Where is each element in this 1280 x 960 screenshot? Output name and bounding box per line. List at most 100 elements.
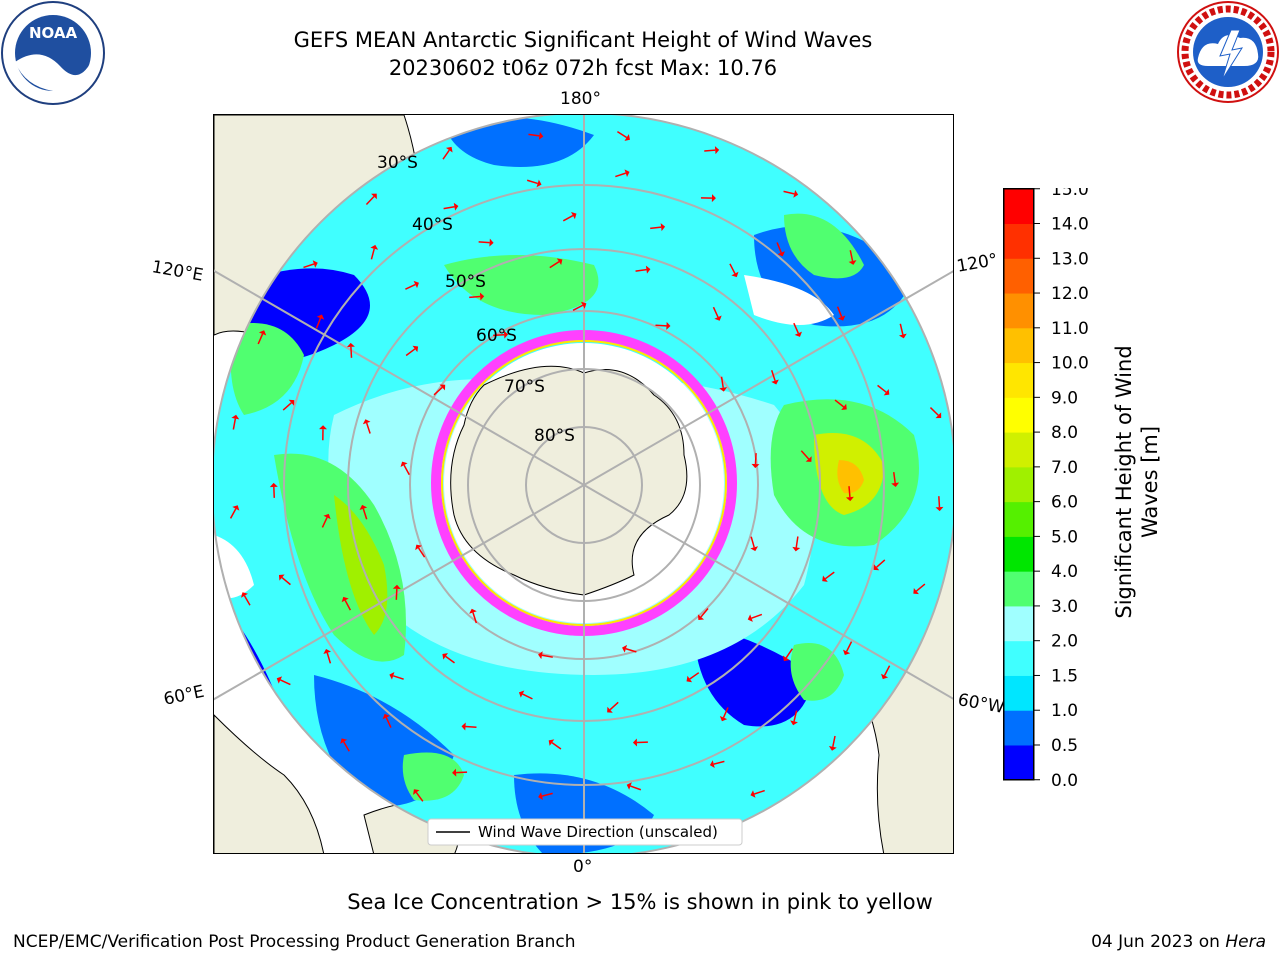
colorbar-swatch [1003, 640, 1034, 676]
wind-arrow [785, 648, 794, 659]
wind-arrow-head [624, 134, 631, 141]
lon-label-60e: 60°E [161, 681, 207, 710]
wind-arrow-head [750, 546, 759, 552]
wind-arrow-head [442, 653, 448, 660]
lon-label-60w: 60°W [956, 690, 1006, 719]
wind-arrow-head [412, 345, 419, 353]
map-panel[interactable]: 30°S 40°S 50°S 60°S 70°S 80°S Wind Wave … [213, 114, 954, 854]
wind-arrow [443, 205, 455, 210]
wind-arrow [403, 464, 410, 476]
wind-arrow [704, 149, 716, 152]
wind-arrow-head [469, 608, 477, 614]
wind-arrow-head [686, 675, 693, 683]
high-wave-region [334, 495, 388, 635]
colorbar-swatch [1003, 397, 1034, 433]
colorbar-ticks: 0.0 0.5 1.0 1.5 2.0 3.0 4.0 5.0 6.0 7.0 8.0 9.0 10.0… [1034, 188, 1089, 788]
colorbar-tick-label: 0.0 [1051, 771, 1078, 788]
date-footer: 04 Jun 2023 on Hera [1091, 932, 1266, 952]
lon-label-180: 180° [560, 89, 601, 109]
lon-label-120w: 120° [955, 250, 1000, 277]
colorbar-tick-label: 9.0 [1051, 388, 1078, 408]
wind-arrow [344, 600, 352, 611]
wind-arrow-head [232, 505, 240, 511]
footer-date: 04 Jun 2023 on [1091, 932, 1220, 952]
noaa-logo-text: NOAA [29, 24, 78, 42]
wind-arrow-head [415, 544, 422, 551]
wind-arrow-head [371, 193, 377, 200]
wind-arrow-head [719, 715, 728, 722]
lat-label-60s: 60°S [476, 326, 517, 346]
wind-arrow-head [714, 315, 722, 321]
wind-arrow-head [794, 331, 802, 337]
nws-logo [1177, 1, 1279, 103]
wind-arrow-head [777, 251, 785, 257]
wind-arrow-head [607, 706, 613, 713]
lon-label-120e: 120°E [150, 257, 205, 286]
wind-arrow-head [269, 482, 278, 488]
wind-arrow-head [828, 745, 837, 751]
wind-arrow [883, 665, 891, 676]
wind-arrow [877, 384, 887, 393]
wind-arrow [472, 612, 478, 624]
wind-arrow [845, 641, 853, 652]
credit-footer: NCEP/EMC/Verification Post Processing Pr… [13, 932, 576, 952]
wind-arrow-head [341, 596, 349, 603]
wind-arrow-head [873, 564, 880, 571]
wind-arrow-head [622, 644, 628, 653]
wind-arrow-head [580, 301, 587, 309]
wind-arrow [754, 453, 757, 465]
colorbar-tick-label: 3.0 [1051, 597, 1078, 617]
wind-arrow-head [400, 461, 408, 468]
wind-arrow-head [660, 223, 666, 232]
wind-arrow [350, 346, 353, 358]
wind-arrow [849, 250, 854, 262]
wind-arrow [465, 725, 477, 728]
wind-arrow [876, 559, 886, 568]
wind-arrow [541, 792, 553, 797]
colorbar-tick-label: 7.0 [1051, 458, 1078, 478]
wind-arrow-head [276, 676, 283, 684]
wind-arrow [315, 317, 322, 329]
colorbar-swatch [1003, 710, 1034, 746]
colorbar-title-line1: Significant Height of Wind [1112, 345, 1136, 618]
colorbar: 0.0 0.5 1.0 1.5 2.0 3.0 4.0 5.0 6.0 7.0 8.0 9.0 10.0… [1003, 188, 1089, 788]
wind-arrow [405, 283, 416, 290]
wind-arrow-head [697, 614, 705, 621]
wind-arrow-head [461, 722, 466, 731]
wind-arrow [793, 710, 798, 722]
wind-arrow-head [452, 768, 457, 777]
wind-arrow [832, 735, 836, 747]
wind-arrow [712, 306, 719, 318]
wind-arrow [899, 323, 904, 335]
lat-label-80s: 80°S [534, 426, 575, 446]
colorbar-tick-label: 10.0 [1051, 354, 1089, 374]
wind-arrow-head [359, 504, 368, 510]
lon-label-0: 0° [573, 857, 593, 877]
wind-arrow-head [898, 333, 907, 339]
wind-arrow [243, 595, 251, 606]
wind-arrow-head [935, 412, 942, 419]
polar-map[interactable]: 30°S 40°S 50°S 60°S 70°S 80°S Wind Wave … [214, 115, 954, 854]
wind-arrow-head [792, 546, 801, 552]
wind-arrow-head [370, 244, 379, 250]
wind-arrow-head [556, 258, 563, 266]
high-wave-region [230, 323, 304, 415]
wind-arrow-head [935, 506, 944, 512]
wind-arrow-head [645, 265, 651, 274]
wind-arrow-head [278, 574, 285, 581]
wind-arrow [615, 172, 627, 178]
wind-arrow [280, 679, 291, 686]
colorbar-tick-label: 12.0 [1051, 284, 1089, 304]
wind-arrow-head [750, 790, 756, 798]
no-data-region [744, 275, 834, 325]
wind-arrow-head [837, 315, 846, 321]
low-wave-region [694, 625, 814, 727]
colorbar-tick-label: 13.0 [1051, 249, 1089, 269]
colorbar-swatch [1003, 466, 1034, 503]
colorbar-tick-label: 5.0 [1051, 527, 1078, 547]
wind-arrow-head [822, 575, 828, 582]
wind-arrow-head [538, 651, 543, 660]
lat-label-70s: 70°S [504, 377, 545, 397]
wind-arrow [417, 547, 426, 558]
wind-arrow-head [751, 463, 760, 469]
